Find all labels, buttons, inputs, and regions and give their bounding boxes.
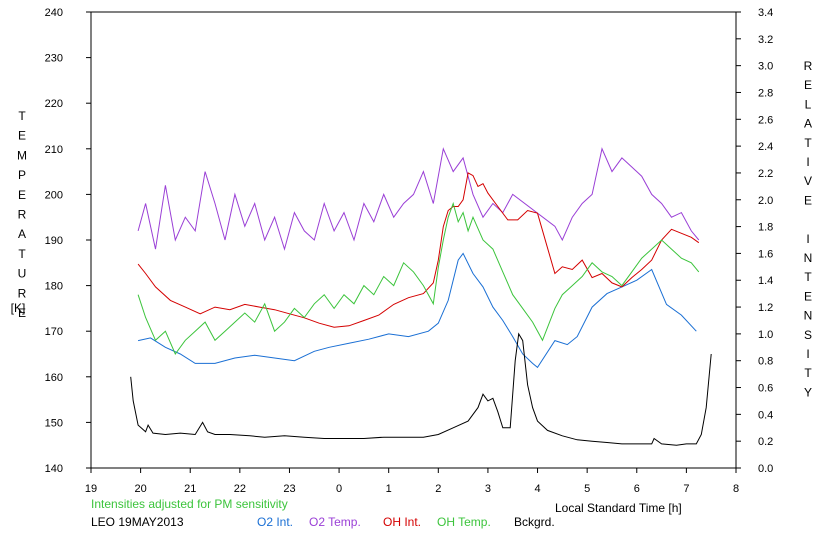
x-tick-label: 0	[336, 483, 342, 495]
axis-title-letter: I	[806, 347, 809, 361]
right-tick-label: 0.2	[758, 436, 773, 448]
left-tick-label: 190	[45, 235, 63, 247]
legend-entry: Bckgrd.	[514, 515, 555, 529]
axis-title-letter: P	[18, 168, 26, 182]
axis-title-letter: M	[17, 148, 27, 162]
legend-entry: OH Temp.	[437, 515, 491, 529]
axis-title-letter: E	[804, 193, 812, 207]
right-tick-label: 0.6	[758, 383, 773, 395]
right-tick-label: 2.4	[758, 141, 773, 153]
right-tick-label: 1.0	[758, 329, 773, 341]
axis-title-letter: R	[18, 208, 27, 222]
left-tick-label: 180	[45, 281, 63, 293]
x-tick-label: 4	[534, 483, 540, 495]
right-tick-label: 0.0	[758, 463, 773, 475]
left-tick-label: 220	[45, 98, 63, 110]
axis-title-letter: T	[18, 109, 26, 123]
x-tick-label: 6	[634, 483, 640, 495]
right-tick-label: 3.0	[758, 61, 773, 73]
series-line-2	[137, 172, 700, 328]
x-tick-label: 3	[485, 483, 491, 495]
left-tick-label: 230	[45, 53, 63, 65]
series-line-0	[137, 252, 697, 369]
right-tick-label: 2.6	[758, 114, 773, 126]
sensitivity-note: Intensities adjusted for PM sensitivity	[91, 497, 288, 511]
axis-title-letter: N	[804, 251, 813, 265]
right-axis-ticks: 0.0 0.2 0.4 0.6 0.8 1.0 1.2 1.4 1.6 1.8 2.0 2.2 2.4 2…	[736, 7, 773, 475]
axis-title-letter: E	[18, 188, 26, 202]
axis-title-letter: T	[804, 136, 812, 150]
series-line-3	[137, 201, 700, 355]
right-tick-label: 1.4	[758, 275, 773, 287]
x-tick-label: 8	[733, 483, 739, 495]
x-tick-label: 22	[234, 483, 246, 495]
right-tick-label: 1.6	[758, 248, 773, 260]
x-tick-label: 1	[386, 483, 392, 495]
axis-title-letter: E	[804, 78, 812, 92]
left-tick-label: 240	[45, 7, 63, 19]
right-tick-label: 3.2	[758, 34, 773, 46]
right-tick-label: 0.4	[758, 409, 773, 421]
axis-title-letter: R	[804, 59, 813, 73]
right-tick-label: 1.8	[758, 222, 773, 234]
axis-title-letter: N	[804, 309, 813, 323]
x-tick-label: 7	[683, 483, 689, 495]
left-tick-label: 160	[45, 372, 63, 384]
axis-title-letter: U	[18, 267, 27, 281]
axis-title-letter: V	[804, 174, 812, 188]
axis-title-letter: L	[805, 97, 812, 111]
right-tick-label: 1.2	[758, 302, 773, 314]
x-axis-label: Local Standard Time [h]	[555, 501, 682, 515]
legend: O2 Int. O2 Temp. OH Int. OH Temp. Bckgrd.	[257, 515, 555, 529]
series-line-1	[137, 147, 700, 251]
x-tick-label: 21	[184, 483, 196, 495]
axis-title-letter: Y	[804, 385, 812, 399]
axis-title-letter: A	[18, 227, 26, 241]
right-tick-label: 2.8	[758, 87, 773, 99]
axis-title-letter: S	[804, 328, 812, 342]
x-axis-ticks: 19 20 21 22 23 0 1 2 3 4 5 6 7 8	[85, 468, 739, 495]
x-tick-label: 19	[85, 483, 97, 495]
series-layer	[130, 147, 712, 446]
station-date-label: LEO 19MAY2013	[91, 515, 184, 529]
left-axis-ticks: 140 150 160 170 180 190 200 210 220 230 240	[45, 7, 91, 475]
axis-title-letter: E	[804, 289, 812, 303]
axis-title-letter: T	[804, 366, 812, 380]
legend-entry: OH Int.	[383, 515, 421, 529]
left-tick-label: 150	[45, 417, 63, 429]
axis-title-letter: R	[18, 286, 27, 300]
right-tick-label: 3.4	[758, 7, 773, 19]
axis-title-letter: A	[804, 117, 812, 131]
x-tick-label: 5	[584, 483, 590, 495]
x-tick-label: 20	[134, 483, 146, 495]
left-tick-label: 170	[45, 326, 63, 338]
axis-title-letter: T	[804, 270, 812, 284]
left-tick-label: 210	[45, 144, 63, 156]
left-axis-unit: [K]	[11, 301, 26, 315]
axis-title-letter: E	[18, 306, 26, 320]
x-tick-label: 23	[283, 483, 295, 495]
right-tick-label: 2.2	[758, 168, 773, 180]
series-line-4	[130, 332, 712, 446]
axis-title-letter: I	[806, 155, 809, 169]
x-tick-label: 2	[435, 483, 441, 495]
legend-entry: O2 Temp.	[309, 515, 361, 529]
axis-title-letter: T	[18, 247, 26, 261]
legend-entry: O2 Int.	[257, 515, 293, 529]
right-tick-label: 2.0	[758, 195, 773, 207]
axis-title-letter: E	[18, 129, 26, 143]
right-tick-label: 0.8	[758, 356, 773, 368]
axis-title-letter: I	[806, 232, 809, 246]
left-tick-label: 200	[45, 189, 63, 201]
plot-frame	[90, 11, 737, 469]
left-tick-label: 140	[45, 463, 63, 475]
